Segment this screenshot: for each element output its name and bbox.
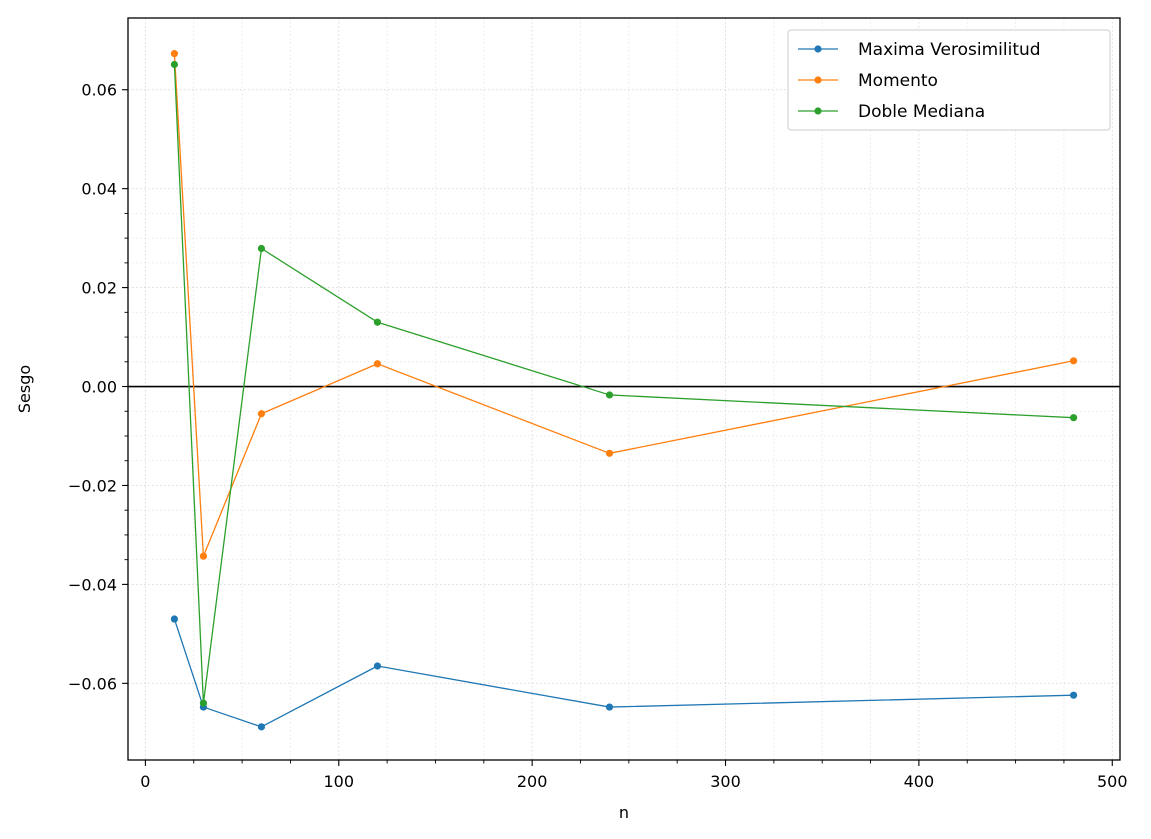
x-tick-label: 100 xyxy=(324,772,355,791)
data-point xyxy=(1069,357,1078,365)
legend-entry-label: Maxima Verosimilitud xyxy=(858,40,1041,60)
data-point xyxy=(257,244,266,253)
data-point xyxy=(373,662,382,670)
data-point xyxy=(605,449,614,457)
axes-border xyxy=(127,17,1121,761)
legend: Maxima Verosimilitud Momento Doble Mediana xyxy=(787,29,1111,131)
data-point xyxy=(199,552,208,560)
x-tick-label: 0 xyxy=(140,772,150,791)
series-line-2 xyxy=(173,64,1074,704)
minor-grid xyxy=(128,18,1120,760)
data-point xyxy=(373,318,382,326)
legend-entry-label: Doble Mediana xyxy=(858,102,985,122)
data-point xyxy=(257,723,266,731)
y-tick-label: −0.02 xyxy=(68,476,117,495)
x-tick-label: 300 xyxy=(710,772,741,791)
data-point xyxy=(605,703,614,711)
axis-ticks xyxy=(122,89,1113,766)
data-point xyxy=(170,50,179,58)
series-line-0 xyxy=(173,618,1074,728)
legend-marker xyxy=(814,76,822,84)
y-tick-label: 0.02 xyxy=(81,279,117,298)
x-tick-label: 500 xyxy=(1097,772,1128,791)
series-line-1 xyxy=(173,53,1074,557)
y-axis-label: Sesgo xyxy=(15,365,34,413)
data-point xyxy=(605,391,614,399)
data-point xyxy=(1069,414,1078,422)
data-point xyxy=(170,615,179,623)
y-tick-label: −0.04 xyxy=(68,575,117,594)
legend-marker xyxy=(814,107,822,115)
legend-marker xyxy=(814,45,822,53)
data-point xyxy=(170,60,179,69)
y-tick-label: 0.04 xyxy=(81,180,117,199)
data-point xyxy=(199,699,208,707)
y-tick-label: 0.06 xyxy=(81,81,117,100)
legend-box xyxy=(787,29,1111,131)
axes-frame xyxy=(127,17,1121,761)
data-point xyxy=(1069,691,1078,699)
x-tick-label: 200 xyxy=(517,772,548,791)
tick-labels: 0 100 200 300 400 500 −0.06 −0.04 −0.02 0.00 0.02 0… xyxy=(68,81,1128,791)
x-axis-label: n xyxy=(619,803,629,822)
x-tick-label: 400 xyxy=(904,772,935,791)
data-point xyxy=(257,410,266,418)
y-tick-label: −0.06 xyxy=(68,674,117,693)
y-tick-label: 0.00 xyxy=(81,378,117,397)
legend-entry-label: Momento xyxy=(858,71,938,91)
data-point xyxy=(373,360,382,368)
series-group xyxy=(170,50,1078,731)
